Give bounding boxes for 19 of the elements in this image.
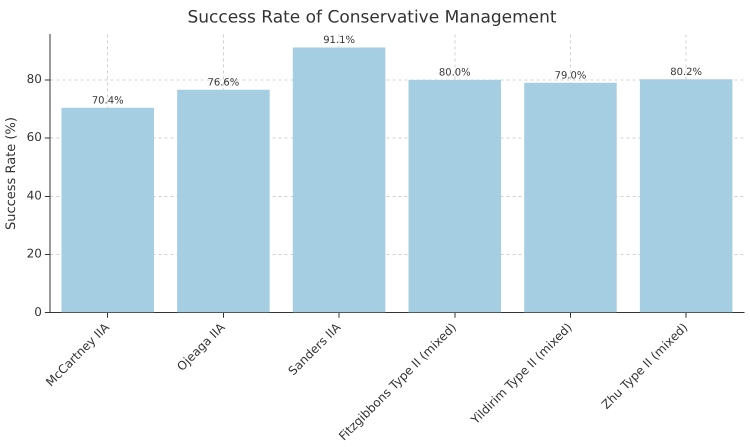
- y-tick-label: 60: [26, 130, 42, 144]
- chart-title: Success Rate of Conservative Management: [187, 8, 557, 28]
- data-label: 76.6%: [208, 77, 240, 88]
- bar: [640, 79, 732, 312]
- y-tick-label: 0: [34, 304, 42, 319]
- data-label: 80.2%: [670, 66, 702, 78]
- y-tick-label: 20: [26, 246, 42, 261]
- bar: [524, 82, 617, 312]
- y-axis-title: Success Rate (%): [4, 117, 20, 230]
- data-label: 80.0%: [438, 67, 471, 78]
- bar: [408, 80, 502, 312]
- bar: [61, 108, 154, 312]
- data-label: 70.4%: [92, 95, 124, 106]
- y-tick-label: 40: [26, 188, 42, 202]
- bar: [177, 90, 270, 312]
- data-label: 91.1%: [323, 35, 355, 46]
- bar: [292, 48, 386, 312]
- data-label: 79.0%: [554, 70, 586, 82]
- y-tick-label: 80: [26, 72, 42, 86]
